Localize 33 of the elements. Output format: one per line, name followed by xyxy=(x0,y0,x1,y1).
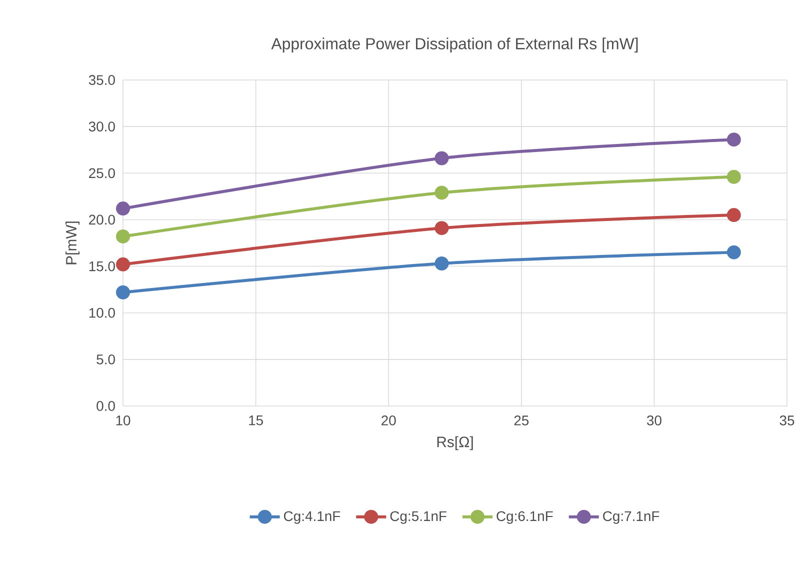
point xyxy=(726,132,741,147)
point xyxy=(726,245,741,260)
point xyxy=(726,208,741,222)
x-tick-label: 35 xyxy=(780,416,794,426)
x-tick-label: 30 xyxy=(646,416,662,426)
legend-label: Cg:6.1nF xyxy=(496,511,553,524)
point xyxy=(434,151,449,166)
x-tick-label: 20 xyxy=(382,416,396,426)
point xyxy=(726,170,741,184)
y-axis-title: P[mW] xyxy=(66,222,80,264)
x-tick-label: 10 xyxy=(116,416,130,426)
y-tick-label: 15.0 xyxy=(89,261,115,272)
legend-label: Cg:4.1nF xyxy=(284,511,340,524)
y-tick-label: 30.0 xyxy=(88,122,115,132)
point xyxy=(116,202,130,216)
y-tick-label: 35.0 xyxy=(88,75,115,85)
point xyxy=(434,256,449,270)
point xyxy=(116,285,130,300)
y-tick-label: 20.0 xyxy=(89,214,115,225)
point xyxy=(116,229,130,244)
legend-label: Cg:5.1nF xyxy=(390,511,446,524)
x-tick-label: 25 xyxy=(514,416,529,426)
y-tick-label: 0.0 xyxy=(96,401,115,411)
chart-title: Approximate Power Dissipation of External Rs [mW] xyxy=(271,38,638,53)
y-tick-label: 25.0 xyxy=(89,168,115,178)
legend-label: Cg:7.1nF xyxy=(603,511,660,524)
x-axis-title: Rs[Ω] xyxy=(437,436,473,450)
point xyxy=(434,221,449,236)
y-tick-label: 5.0 xyxy=(96,354,115,364)
y-tick-label: 10.0 xyxy=(89,308,115,318)
point xyxy=(116,257,130,272)
point xyxy=(434,186,449,200)
x-tick-label: 15 xyxy=(249,416,263,426)
